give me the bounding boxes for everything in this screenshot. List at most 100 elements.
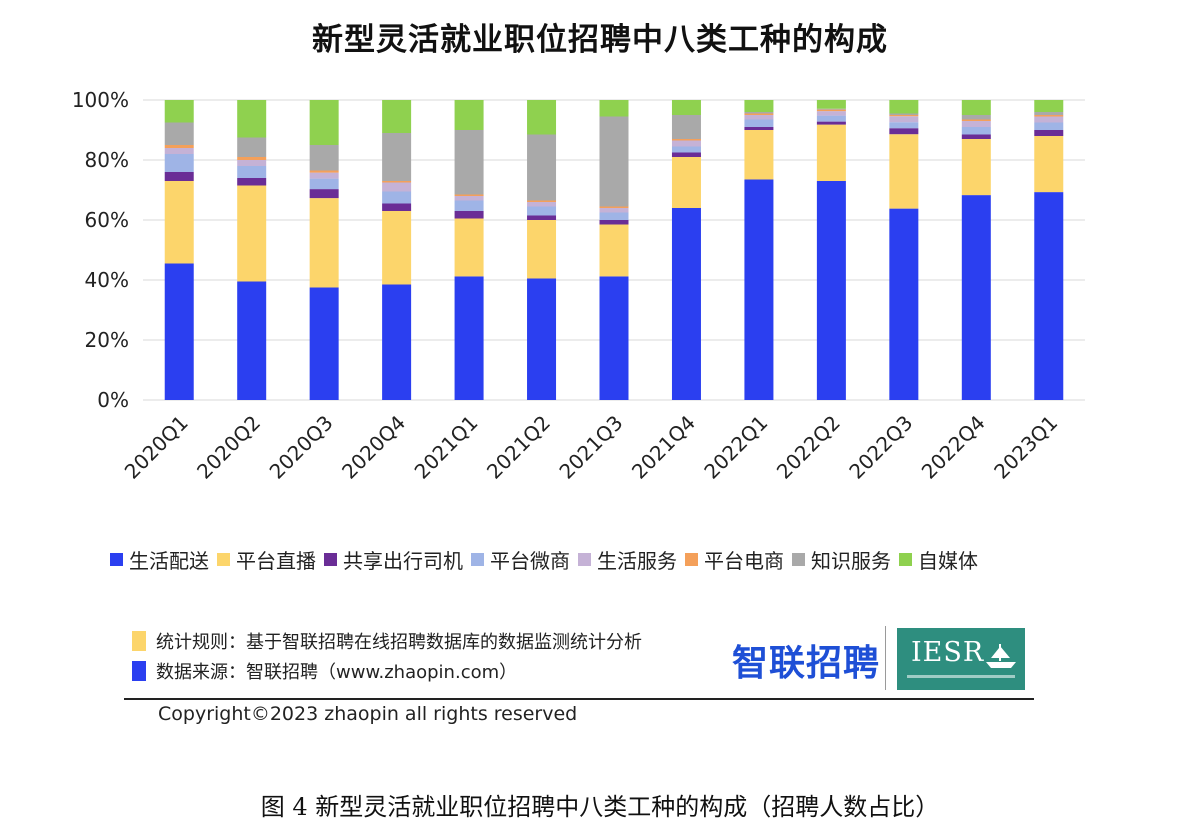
bar-segment bbox=[382, 191, 412, 204]
bar-segment bbox=[237, 166, 267, 178]
bar-segment bbox=[599, 276, 629, 400]
bar-segment bbox=[961, 115, 991, 120]
bar-segment bbox=[309, 178, 339, 190]
bar-segment bbox=[382, 284, 412, 400]
legend-item: 自媒体 bbox=[899, 545, 978, 574]
bar-segment bbox=[382, 203, 412, 211]
bars bbox=[164, 100, 1064, 400]
bar-segment bbox=[454, 218, 484, 277]
bar-segment bbox=[527, 200, 557, 202]
figure-caption: 图 4 新型灵活就业职位招聘中八类工种的构成（招聘人数占比） bbox=[260, 793, 940, 821]
bar-segment bbox=[527, 220, 557, 279]
legend-item: 平台电商 bbox=[685, 545, 784, 574]
legend-item: 平台直播 bbox=[217, 545, 316, 574]
chart-legend: 生活配送 平台直播 共享出行司机 平台微商 生活服务 平台电商 知识服务 自媒体 bbox=[110, 545, 1090, 574]
bar-segment bbox=[816, 124, 846, 181]
bar-segment bbox=[671, 140, 701, 147]
bar-segment bbox=[744, 115, 774, 120]
legend-swatch bbox=[110, 553, 123, 566]
bar-segment bbox=[671, 100, 701, 115]
bar-segment bbox=[671, 157, 701, 208]
statistics-rule-text: 统计规则：基于智联招聘在线招聘数据库的数据监测统计分析 bbox=[156, 632, 642, 653]
y-tick-label: 80% bbox=[85, 148, 129, 172]
bar-segment bbox=[164, 100, 194, 123]
x-tick-label: 2021Q3 bbox=[554, 411, 627, 484]
iesr-logo: IESR bbox=[897, 628, 1025, 690]
bar-segment bbox=[671, 146, 701, 153]
bar-segment bbox=[309, 100, 339, 145]
ship-icon bbox=[986, 644, 1016, 668]
data-source-note: 数据来源：智联招聘（www.zhaopin.com） bbox=[132, 656, 642, 686]
footer-rule bbox=[124, 698, 1034, 700]
bar-segment bbox=[1034, 112, 1064, 115]
y-tick-label: 20% bbox=[85, 328, 129, 352]
bar-segment bbox=[961, 134, 991, 139]
x-tick-label: 2021Q1 bbox=[410, 411, 483, 484]
bar-segment bbox=[744, 113, 774, 115]
bar-segment bbox=[599, 224, 629, 277]
chart-notes: 统计规则：基于智联招聘在线招聘数据库的数据监测统计分析 数据来源：智联招聘（ww… bbox=[132, 626, 642, 686]
bar-segment bbox=[237, 178, 267, 186]
bar-segment bbox=[164, 172, 194, 181]
bar-segment bbox=[816, 111, 846, 116]
bar-segment bbox=[382, 100, 412, 133]
y-axis-ticks: 100% 80% 60% 40% 20% 0% bbox=[72, 88, 129, 412]
bar-segment bbox=[961, 121, 991, 127]
bar-segment bbox=[309, 145, 339, 171]
iesr-logo-text: IESR bbox=[911, 637, 985, 668]
bar-segment bbox=[164, 148, 194, 154]
bar-segment bbox=[889, 113, 919, 115]
y-tick-label: 40% bbox=[85, 268, 129, 292]
bar-segment bbox=[889, 128, 919, 135]
bar-segment bbox=[309, 198, 339, 288]
legend-label: 自媒体 bbox=[918, 549, 978, 573]
zhaopin-logo: 智联招聘 bbox=[732, 643, 881, 684]
bar-segment bbox=[527, 206, 557, 216]
bar-segment bbox=[671, 139, 701, 141]
bar-segment bbox=[961, 139, 991, 196]
legend-swatch bbox=[899, 553, 912, 566]
bar-segment bbox=[816, 100, 846, 109]
statistics-rule-note: 统计规则：基于智联招聘在线招聘数据库的数据监测统计分析 bbox=[132, 626, 642, 656]
legend-item: 平台微商 bbox=[471, 545, 570, 574]
bar-segment bbox=[671, 152, 701, 157]
bar-segment bbox=[1034, 130, 1064, 136]
legend-label: 平台微商 bbox=[490, 549, 570, 573]
legend-label: 平台直播 bbox=[236, 549, 316, 573]
legend-label: 知识服务 bbox=[811, 549, 891, 573]
bar-segment bbox=[237, 185, 267, 282]
x-tick-label: 2021Q2 bbox=[482, 411, 555, 484]
bar-segment bbox=[816, 181, 846, 400]
bar-segment bbox=[744, 130, 774, 180]
bar-segment bbox=[454, 276, 484, 400]
y-tick-label: 60% bbox=[85, 208, 129, 232]
bar-segment bbox=[454, 130, 484, 195]
bar-segment bbox=[527, 134, 557, 201]
bar-segment bbox=[599, 212, 629, 220]
bar-segment bbox=[237, 100, 267, 138]
bar-segment bbox=[164, 154, 194, 172]
bar-segment bbox=[527, 202, 557, 207]
legend-swatch bbox=[792, 553, 805, 566]
x-tick-label: 2022Q2 bbox=[772, 411, 845, 484]
bar-segment bbox=[889, 122, 919, 129]
bar-segment bbox=[744, 112, 774, 114]
bar-segment bbox=[527, 278, 557, 400]
bar-segment bbox=[309, 287, 339, 400]
bar-segment bbox=[382, 211, 412, 285]
bar-segment bbox=[961, 195, 991, 400]
chart-title: 新型灵活就业职位招聘中八类工种的构成 bbox=[312, 22, 888, 58]
x-tick-label: 2022Q1 bbox=[699, 411, 772, 484]
bar-segment bbox=[889, 134, 919, 209]
bar-segment bbox=[1034, 100, 1064, 112]
bar-segment bbox=[889, 208, 919, 400]
bar-segment bbox=[454, 100, 484, 130]
bar-segment bbox=[237, 281, 267, 400]
bar-segment bbox=[454, 194, 484, 196]
bar-segment bbox=[237, 137, 267, 157]
y-tick-label: 0% bbox=[97, 388, 129, 412]
bar-segment bbox=[816, 115, 846, 122]
bar-segment bbox=[1034, 116, 1064, 123]
legend-label: 平台电商 bbox=[704, 549, 784, 573]
bar-segment bbox=[816, 108, 846, 110]
